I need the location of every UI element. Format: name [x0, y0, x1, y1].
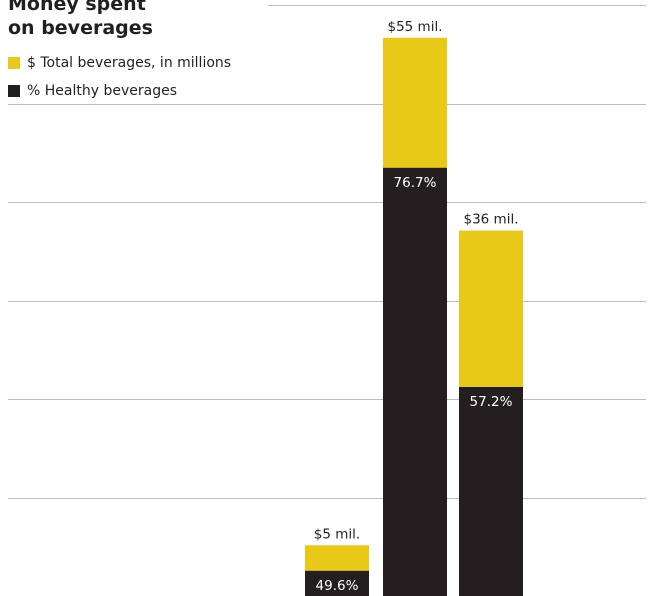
chart-title-line-2: on beverages	[8, 17, 153, 39]
legend-item-total: $ Total beverages, in millions	[8, 53, 231, 73]
bar-healthy	[305, 570, 369, 596]
legend-swatch-total	[8, 57, 20, 69]
bar-total-label: $5 mil.	[314, 526, 360, 542]
bar-healthy-label: 49.6%	[316, 578, 359, 594]
legend-label-healthy: % Healthy beverages	[27, 83, 177, 99]
chart-title-line-1: Money spent	[8, 0, 146, 15]
legend-swatch-healthy	[8, 85, 20, 97]
bar-healthy-label: 76.7%	[394, 175, 437, 191]
bar-healthy-label: 57.2%	[470, 394, 513, 410]
chart-title: Money spent on beverages	[8, 0, 153, 40]
bar-total-label: $55 mil.	[387, 19, 442, 35]
legend-item-healthy: % Healthy beverages	[8, 81, 231, 101]
legend-label-total: $ Total beverages, in millions	[27, 55, 232, 71]
bar-total-label: $36 mil.	[463, 212, 518, 228]
bar-healthy	[383, 167, 447, 596]
chart-legend: $ Total beverages, in millions % Healthy…	[8, 53, 231, 109]
bar-healthy	[459, 386, 523, 596]
